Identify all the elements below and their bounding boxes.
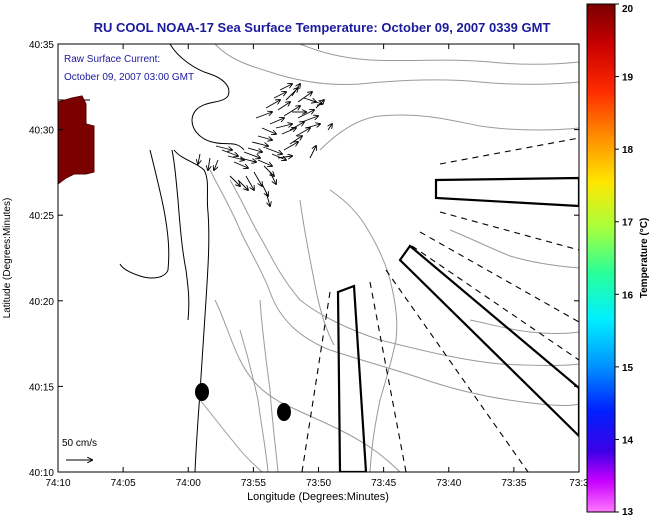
x-tick-label: 74:05 (111, 478, 136, 489)
y-tick-label: 40:25 (29, 211, 54, 222)
polygon-north-east (434, 176, 579, 208)
x-tick-label: 73:35 (501, 478, 526, 489)
x-tick-label: 73:55 (241, 478, 266, 489)
colorbar-tick-label: 17 (622, 218, 634, 229)
y-tick-label: 40:20 (29, 297, 54, 308)
figure-title: RU COOL NOAA-17 Sea Surface Temperature:… (94, 20, 551, 35)
black-spot (277, 403, 291, 421)
y-tick-label: 40:35 (29, 40, 54, 51)
annotation-line-1: Raw Surface Current: (64, 54, 160, 65)
disposal-area-outlines (336, 176, 579, 472)
y-tick-label: 40:10 (29, 468, 54, 479)
x-tick-label: 74:00 (176, 478, 201, 489)
x-tick-label: 73:50 (306, 478, 331, 489)
polygon-south (336, 284, 368, 472)
sst-patch (58, 95, 95, 185)
colorbar-gradient (586, 3, 616, 513)
bathymetry-contours (199, 44, 579, 472)
x-axis-ticks: 74:10 74:05 74:00 73:55 73:50 73:45 73:40 73:35… (45, 44, 589, 489)
black-spot (195, 383, 209, 401)
y-axis-ticks: 40:35 40:30 40:25 40:20 40:15 40:10 (29, 40, 579, 479)
surface-current-vectors (198, 84, 332, 206)
x-tick-label: 74:10 (45, 478, 70, 489)
y-tick-label: 40:30 (29, 126, 54, 137)
x-tick-label: 73:40 (436, 478, 461, 489)
colorbar-tick-label: 14 (622, 435, 634, 446)
annotation-line-2: October 09, 2007 03:00 GMT (64, 72, 194, 83)
y-tick-label: 40:15 (29, 382, 54, 393)
polygon-south-east (398, 244, 579, 438)
colorbar-tick-label: 16 (622, 290, 634, 301)
x-tick-label: 73:3 (569, 478, 589, 489)
x-tick-label: 73:45 (371, 478, 396, 489)
colorbar-tick-label: 13 (622, 507, 634, 518)
colorbar-ticks: 20 19 18 17 16 15 14 13 (615, 3, 634, 518)
y-axis-label: Latitude (Degrees:Minutes) (2, 198, 13, 319)
sector-dashed-lines (301, 137, 579, 472)
colorbar-tick-label: 20 (622, 4, 634, 15)
x-axis-label: Longitude (Degrees:Minutes) (247, 491, 389, 503)
colorbar-tick-label: 15 (622, 363, 634, 374)
colorbar-tick-label: 18 (622, 145, 634, 156)
colorbar: 20 19 18 17 16 15 14 13 Temperature (°C) (586, 3, 650, 518)
colorbar-tick-label: 19 (622, 73, 634, 84)
plot-area: Raw Surface Current: October 09, 2007 03… (58, 44, 579, 472)
colorbar-label: Temperature (°C) (639, 218, 650, 299)
scale-label: 50 cm/s (62, 438, 97, 449)
